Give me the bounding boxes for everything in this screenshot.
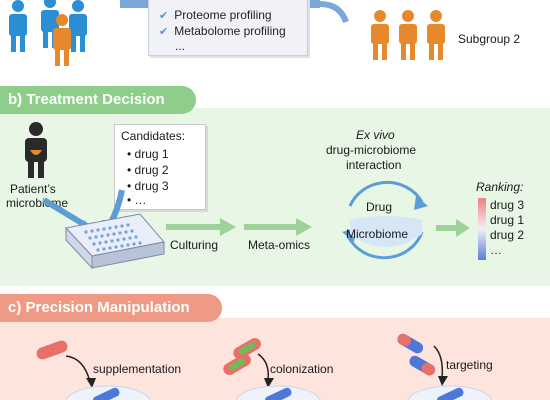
ranking-item: drug 2 [490, 228, 525, 242]
ranking-item: … [490, 243, 502, 257]
ranking-item: drug 3 [490, 198, 525, 212]
check-icon: ✔ [159, 10, 169, 22]
ranking-gradient-bar [478, 198, 486, 260]
plate-diagram [42, 189, 165, 270]
bacterium-icon [409, 355, 436, 376]
well-plate-icon [65, 213, 165, 270]
culturing-label: Culturing [170, 238, 219, 252]
colonization-illustration [223, 338, 321, 400]
arrow-right-icon [244, 218, 312, 236]
bacterium-icon [397, 333, 424, 354]
ranking-title: Ranking: [476, 180, 524, 194]
people-group-subgroup2 [371, 10, 445, 60]
bacterium-icon [233, 338, 261, 359]
bacterium-icon [36, 340, 68, 360]
candidate-item: • drug 1 [127, 147, 169, 161]
person-icon [399, 10, 417, 60]
profiling-item: ✔ Metabolome profiling [159, 24, 286, 38]
check-icon: ✔ [159, 26, 169, 38]
candidates-box: Candidates: • drug 1 • drug 2 • drug 3 •… [114, 124, 206, 210]
people-group-left [9, 0, 87, 66]
section-b-header: b) Treatment Decision [0, 86, 196, 114]
targeting-label: targeting [446, 358, 493, 372]
person-icon [9, 0, 27, 52]
interaction-cycle [342, 180, 428, 260]
metaomics-label: Meta-omics [248, 238, 311, 252]
bacterium-icon [223, 354, 251, 375]
patient-label-line1: Patient’s [10, 182, 56, 196]
cycle-microbiome-label: Microbiome [346, 227, 409, 241]
ranking-item: drug 1 [490, 213, 525, 227]
person-icon [371, 10, 389, 60]
profiling-item: ✔ Proteome profiling [159, 8, 272, 22]
profiling-note: ✔ Proteome profiling ✔ Metabolome profilin… [148, 0, 308, 56]
patient-icon [25, 122, 47, 178]
subgroup2-label: Subgroup 2 [458, 32, 521, 46]
exvivo-label: Ex vivo [356, 128, 395, 142]
profiling-more: ... [175, 39, 186, 53]
person-icon [427, 10, 445, 60]
arrow-right-icon [166, 218, 236, 236]
supplementation-illustration [36, 340, 150, 400]
candidates-title: Candidates: [121, 129, 186, 143]
process-arrows [166, 218, 312, 236]
targeting-illustration [397, 333, 493, 400]
colonization-label: colonization [270, 362, 334, 376]
candidate-item: • … [127, 193, 147, 207]
interaction-label-line1: drug-microbiome [326, 143, 417, 157]
candidate-item: • drug 3 [127, 179, 169, 193]
supplementation-label: supplementation [93, 362, 182, 376]
candidate-item: • drug 2 [127, 163, 169, 177]
arrow-right-icon [436, 219, 470, 237]
cycle-drug-label: Drug [366, 200, 393, 214]
interaction-label-line2: interaction [346, 158, 402, 172]
section-c-header: c) Precision Manipulation [0, 294, 222, 322]
person-icon [53, 14, 71, 66]
person-icon [69, 0, 87, 52]
